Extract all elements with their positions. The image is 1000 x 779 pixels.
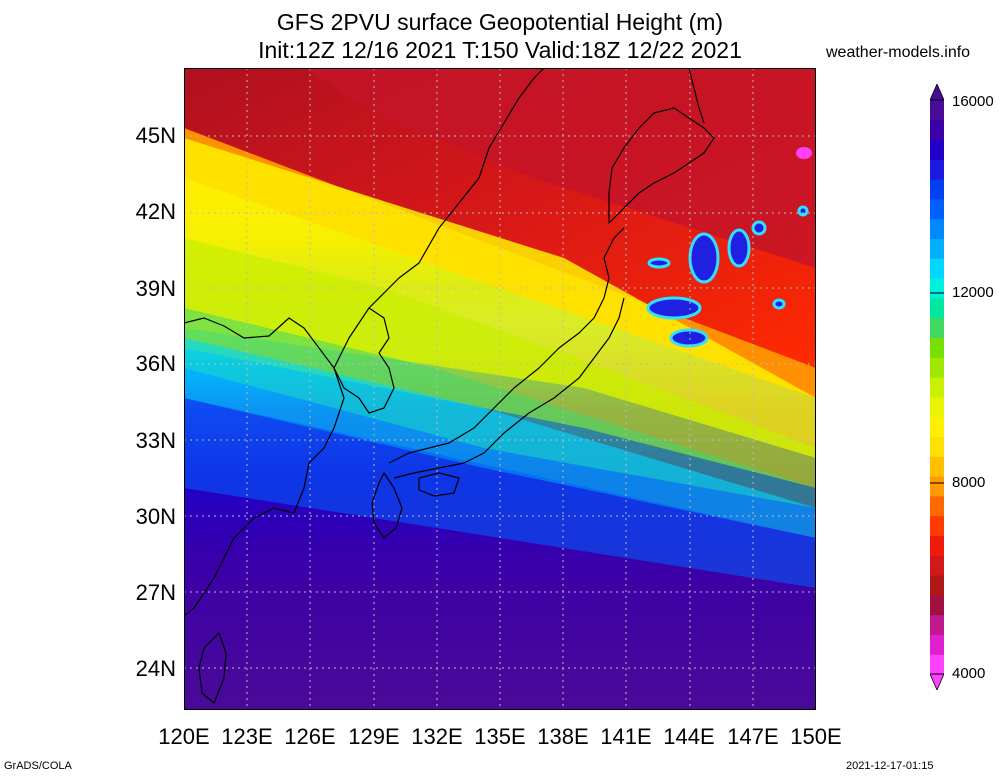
band-cyan	[184, 338, 816, 538]
band-green	[184, 308, 816, 508]
colorbar-segment	[930, 654, 944, 675]
magenta-cell	[796, 147, 812, 159]
colorbar-label: 8000	[952, 474, 986, 491]
geopotential-map	[184, 68, 816, 710]
colorbar-segment	[930, 179, 944, 200]
lat-label: 39N	[135, 276, 176, 301]
colorbar-segment	[930, 258, 944, 279]
colorbar-segment	[930, 337, 944, 358]
lat-label: 33N	[135, 428, 176, 453]
colorbar-label: 12000	[952, 284, 994, 301]
colorbar-segment	[930, 278, 944, 299]
blue-cells	[646, 205, 809, 348]
lon-label: 144E	[663, 724, 715, 749]
colorbar-segment	[930, 416, 944, 437]
coastlines	[184, 68, 715, 704]
lat-label: 24N	[135, 656, 176, 681]
lon-label: 129E	[348, 724, 400, 749]
lat-label: 36N	[135, 351, 176, 376]
colorbar-segment	[930, 119, 944, 141]
colorbar-segment	[930, 535, 944, 556]
coast-shikoku	[418, 472, 460, 497]
lat-label: 27N	[135, 580, 176, 605]
site-credit: weather-models.info	[826, 44, 971, 61]
colorbar-segment	[930, 218, 944, 240]
lon-label: 120E	[158, 724, 210, 749]
colorbar-segment	[930, 634, 944, 655]
lon-label: 126E	[284, 724, 336, 749]
colorbar-top-arrow	[930, 84, 944, 101]
lon-label: 135E	[474, 724, 526, 749]
colorbar-segment	[930, 297, 944, 319]
map-subtitle: Init:12Z 12/16 2021 T:150 Valid:18Z 12/2…	[258, 37, 742, 63]
coast-japan-honshu	[388, 227, 625, 464]
colorbar-segment	[930, 159, 944, 180]
lat-label: 30N	[135, 504, 176, 529]
colorbar	[930, 84, 944, 690]
band-yellow	[184, 138, 816, 458]
colorbar-segment	[930, 476, 944, 497]
colorbar-segment	[930, 357, 944, 378]
lat-label: 42N	[135, 199, 176, 224]
colorbar-ticks	[930, 99, 944, 675]
colorbar-segment	[930, 575, 944, 596]
map-frame	[184, 68, 816, 710]
lon-label: 147E	[727, 724, 779, 749]
colorbar-segment	[930, 456, 944, 477]
gridlines	[184, 68, 816, 710]
coast-kyushu	[371, 472, 403, 539]
lon-label: 141E	[600, 724, 652, 749]
coast-sakhalin	[688, 68, 705, 124]
coast-hokkaido	[608, 107, 715, 224]
colorbar-segment	[930, 139, 944, 160]
colorbar-segment	[930, 317, 944, 339]
colorbar-bottom-arrow	[930, 673, 944, 690]
lon-label: 132E	[411, 724, 463, 749]
map-title: GFS 2PVU surface Geopotential Height (m)	[276, 9, 724, 35]
lon-label: 138E	[537, 724, 589, 749]
colorbar-segment	[930, 614, 944, 635]
lon-label: 123E	[221, 724, 273, 749]
colorbar-segment	[930, 515, 944, 536]
coast-japan-south	[393, 297, 625, 479]
footer-timestamp: 2021-12-17-01:15	[846, 760, 934, 772]
coast-korea	[333, 307, 395, 414]
coast-korea-russia	[333, 68, 545, 369]
colorbar-segment	[930, 198, 944, 220]
footer-credit: GrADS/COLA	[4, 760, 72, 772]
colorbar-segment	[930, 100, 944, 121]
colorbar-segment	[930, 594, 944, 616]
colorbar-label-top: 16000	[952, 93, 994, 110]
colorbar-segment	[930, 495, 944, 517]
coast-asia-mainland	[184, 317, 345, 617]
colorbar-segment	[930, 396, 944, 418]
band-blue	[184, 398, 816, 588]
colorbar-segment	[930, 555, 944, 576]
colorbar-segment	[930, 238, 944, 259]
coast-taiwan	[198, 632, 227, 704]
lat-label: 45N	[135, 123, 176, 148]
colorbar-label-bottom: 4000	[952, 665, 986, 682]
colorbar-segment	[930, 377, 944, 398]
lon-label: 150E	[790, 724, 842, 749]
colorbar-segment	[930, 436, 944, 457]
